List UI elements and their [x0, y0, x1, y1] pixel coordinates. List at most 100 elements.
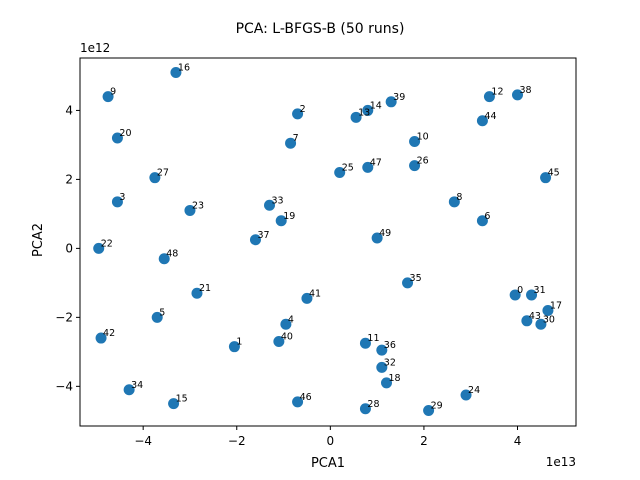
data-point	[509, 289, 521, 301]
data-point-label: 5	[159, 307, 165, 318]
data-point-label: 39	[393, 92, 405, 103]
data-point-label: 40	[281, 332, 293, 343]
data-point	[359, 337, 371, 349]
data-point-label: 49	[379, 228, 391, 239]
data-point	[385, 96, 397, 108]
data-point	[184, 204, 196, 216]
x-tick-label: 2	[420, 434, 428, 448]
data-point-label: 41	[309, 288, 321, 299]
data-point-label: 28	[367, 399, 379, 410]
data-point-label: 46	[300, 392, 312, 403]
data-point	[292, 108, 304, 120]
data-point-label: 42	[103, 328, 115, 339]
x-tick-label: 4	[514, 434, 522, 448]
data-point	[93, 242, 105, 254]
data-point	[376, 361, 388, 373]
data-point	[476, 215, 488, 227]
data-point-label: 33	[272, 195, 284, 206]
data-point-label: 23	[192, 200, 204, 211]
data-point-label: 32	[384, 357, 396, 368]
data-point	[376, 344, 388, 356]
data-point	[521, 315, 533, 327]
data-point-label: 15	[176, 394, 188, 405]
data-point	[149, 172, 161, 184]
data-point	[526, 289, 538, 301]
y-tick-label: −2	[55, 310, 73, 324]
data-point-label: 44	[484, 111, 496, 122]
data-point-label: 20	[119, 128, 131, 139]
data-point	[264, 199, 276, 211]
data-point	[151, 311, 163, 323]
data-point-label: 13	[358, 107, 370, 118]
data-point-label: 45	[548, 168, 560, 179]
data-point	[476, 115, 488, 127]
data-point-label: 3	[119, 192, 125, 203]
data-point-label: 17	[550, 300, 562, 311]
data-point	[191, 287, 203, 299]
data-point	[280, 318, 292, 330]
data-point	[362, 104, 374, 116]
data-point-label: 34	[131, 380, 143, 391]
data-point	[371, 232, 383, 244]
data-point	[350, 111, 362, 123]
data-point-label: 30	[543, 314, 555, 325]
data-point-label: 31	[534, 285, 546, 296]
data-point	[423, 404, 435, 416]
y-tick-label: −4	[55, 379, 73, 393]
data-point-label: 22	[101, 238, 113, 249]
x-axis-multiplier: 1e13	[546, 455, 576, 469]
data-point	[540, 172, 552, 184]
data-point	[273, 336, 285, 348]
data-point	[275, 215, 287, 227]
data-point	[111, 196, 123, 208]
data-point	[102, 91, 114, 103]
data-point	[111, 132, 123, 144]
data-point-label: 4	[288, 314, 294, 325]
data-point	[460, 389, 472, 401]
data-point	[334, 167, 346, 179]
data-point-label: 26	[417, 156, 429, 167]
x-tick-label: 0	[327, 434, 335, 448]
data-point-label: 12	[491, 87, 503, 98]
data-point-label: 21	[199, 283, 211, 294]
data-point-label: 29	[431, 400, 443, 411]
data-point	[535, 318, 547, 330]
data-point-label: 16	[178, 62, 190, 73]
x-tick-label: −4	[134, 434, 152, 448]
y-axis-multiplier: 1e12	[80, 41, 110, 55]
data-point-label: 1	[236, 337, 242, 348]
data-point-label: 47	[370, 157, 382, 168]
data-point	[359, 403, 371, 415]
data-point	[448, 196, 460, 208]
data-point	[483, 91, 495, 103]
x-tick-label: −2	[228, 434, 246, 448]
data-point-label: 0	[517, 285, 523, 296]
data-point-label: 11	[367, 333, 379, 344]
x-axis-label: PCA1	[311, 456, 345, 471]
data-point-label: 8	[456, 192, 462, 203]
data-point	[168, 398, 180, 410]
data-point-label: 10	[417, 131, 429, 142]
data-point-label: 43	[529, 311, 541, 322]
data-point	[380, 377, 392, 389]
data-point-label: 48	[166, 249, 178, 260]
y-tick-label: 4	[65, 103, 73, 117]
data-point-label: 19	[283, 211, 295, 222]
data-point	[362, 161, 374, 173]
data-point-label: 37	[257, 230, 269, 241]
y-axis-label: PCA2	[31, 223, 46, 257]
data-point	[158, 253, 170, 265]
data-point-label: 14	[370, 100, 382, 111]
data-point-label: 6	[484, 211, 490, 222]
data-point	[285, 137, 297, 149]
data-point	[249, 234, 261, 246]
data-point	[170, 66, 182, 78]
data-point	[228, 341, 240, 353]
chart-title: PCA: L-BFGS-B (50 runs)	[236, 21, 405, 37]
data-point-label: 7	[293, 133, 299, 144]
data-point-label: 27	[157, 168, 169, 179]
data-point-label: 36	[384, 340, 396, 351]
data-point	[292, 396, 304, 408]
